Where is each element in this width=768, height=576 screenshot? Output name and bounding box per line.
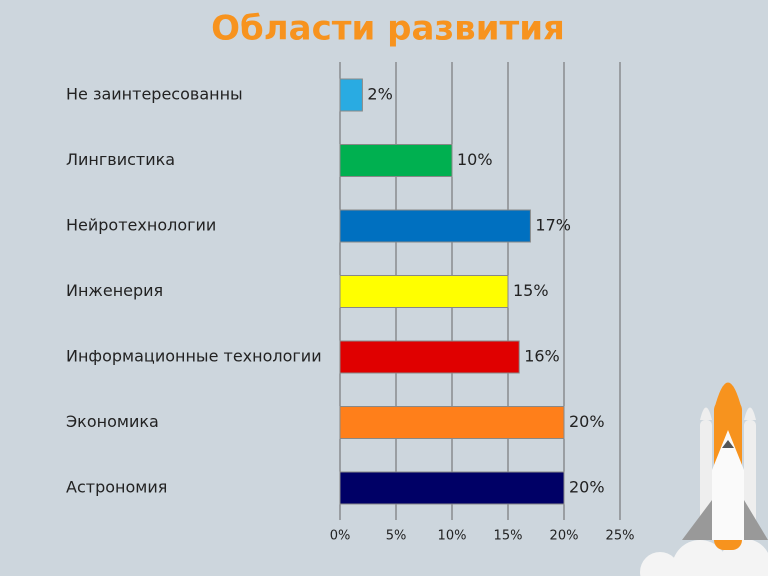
value-label: 17% xyxy=(535,216,571,235)
bar xyxy=(339,78,363,112)
bar xyxy=(339,340,520,374)
x-tick-label: 0% xyxy=(330,529,351,544)
rocket xyxy=(640,382,768,576)
chart-title: Области развития xyxy=(211,9,565,49)
x-tick-label: 20% xyxy=(550,529,579,544)
category-label: Не заинтересованны xyxy=(66,85,243,104)
x-tick-label: 15% xyxy=(494,529,523,544)
category-label: Информационные технологии xyxy=(66,347,322,366)
category-label: Нейротехнологии xyxy=(66,216,216,235)
value-label: 16% xyxy=(524,347,560,366)
category-label: Инженерия xyxy=(66,281,163,300)
value-label: 2% xyxy=(367,85,392,104)
bar xyxy=(339,406,565,439)
category-label: Лингвистика xyxy=(66,150,175,169)
x-tick-label: 5% xyxy=(386,529,407,544)
value-label: 20% xyxy=(569,478,605,497)
value-label: 20% xyxy=(569,412,605,431)
bar xyxy=(339,471,565,505)
bar xyxy=(339,209,531,243)
bar xyxy=(339,144,453,177)
bar xyxy=(339,275,509,308)
category-label: Астрономия xyxy=(66,478,167,497)
category-label: Экономика xyxy=(66,412,159,431)
x-tick-label: 25% xyxy=(606,529,635,544)
x-tick-label: 10% xyxy=(438,529,467,544)
value-label: 10% xyxy=(457,150,493,169)
value-label: 15% xyxy=(513,281,549,300)
